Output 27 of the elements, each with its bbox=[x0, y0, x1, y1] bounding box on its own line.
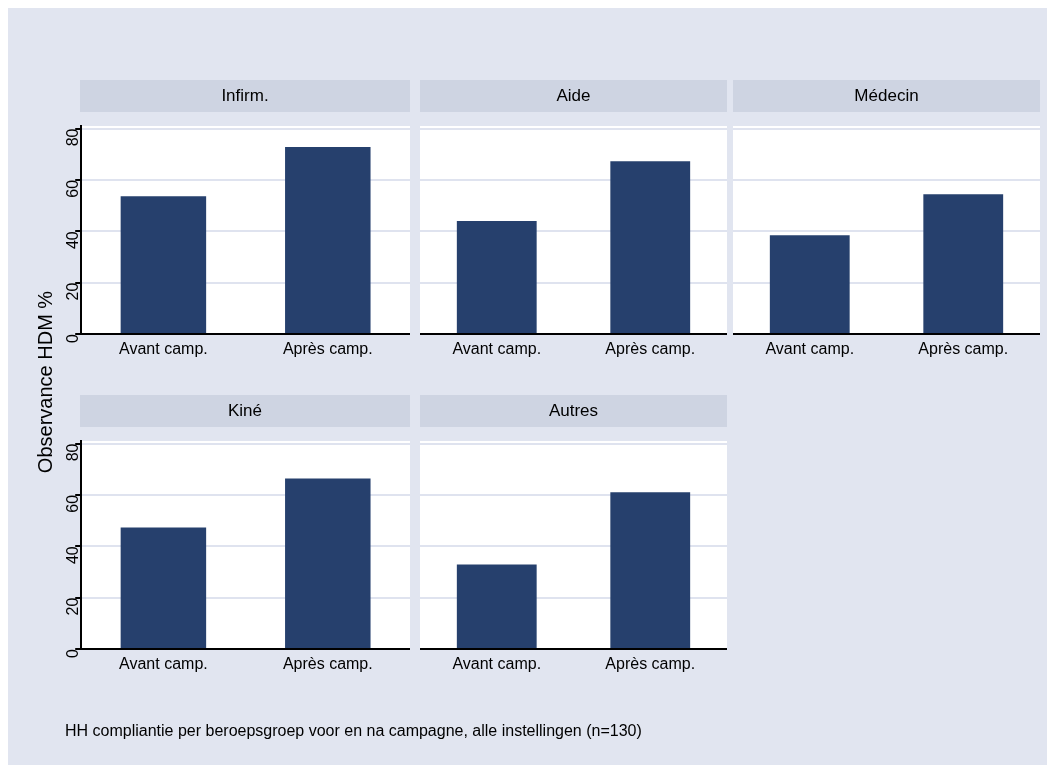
x-tick-label: Avant camp. bbox=[765, 340, 855, 358]
y-tick-label: 60 bbox=[63, 494, 81, 513]
x-tick-label: Avant camp. bbox=[452, 340, 542, 358]
chart-title: Aide bbox=[420, 80, 727, 112]
y-tick-label: 40 bbox=[63, 546, 81, 565]
x-tick-label: Après camp. bbox=[918, 340, 1009, 358]
y-tick-label: 0 bbox=[63, 648, 81, 658]
y-tick-label: 0 bbox=[63, 333, 81, 343]
x-tick-label: Après camp. bbox=[605, 655, 696, 673]
chart-title: Médecin bbox=[733, 80, 1040, 112]
text: HH compliantie per beroepsgroep voor en na campagne, alle instellingen (n=130) bbox=[65, 722, 642, 740]
y-tick-label: 80 bbox=[63, 443, 81, 462]
chart-title: Autres bbox=[420, 395, 727, 427]
x-tick-label: Avant camp. bbox=[452, 655, 542, 673]
y-tick-label: 80 bbox=[63, 128, 81, 147]
x-tick-label: Après camp. bbox=[282, 655, 373, 673]
x-tick-label: Avant camp. bbox=[119, 655, 208, 673]
x-tick-label: Après camp. bbox=[282, 340, 373, 358]
x-tick-label: Après camp. bbox=[605, 340, 696, 358]
chart-title: Infirm. bbox=[80, 80, 410, 112]
chart-title: Kiné bbox=[80, 395, 410, 427]
y-tick-label: 20 bbox=[63, 282, 81, 301]
y-tick-label: 20 bbox=[63, 597, 81, 616]
y-axis-title: Observance HDM % bbox=[33, 290, 57, 474]
y-tick-label: 40 bbox=[63, 231, 81, 250]
x-tick-label: Avant camp. bbox=[119, 340, 208, 358]
y-tick-label: 60 bbox=[63, 179, 81, 198]
